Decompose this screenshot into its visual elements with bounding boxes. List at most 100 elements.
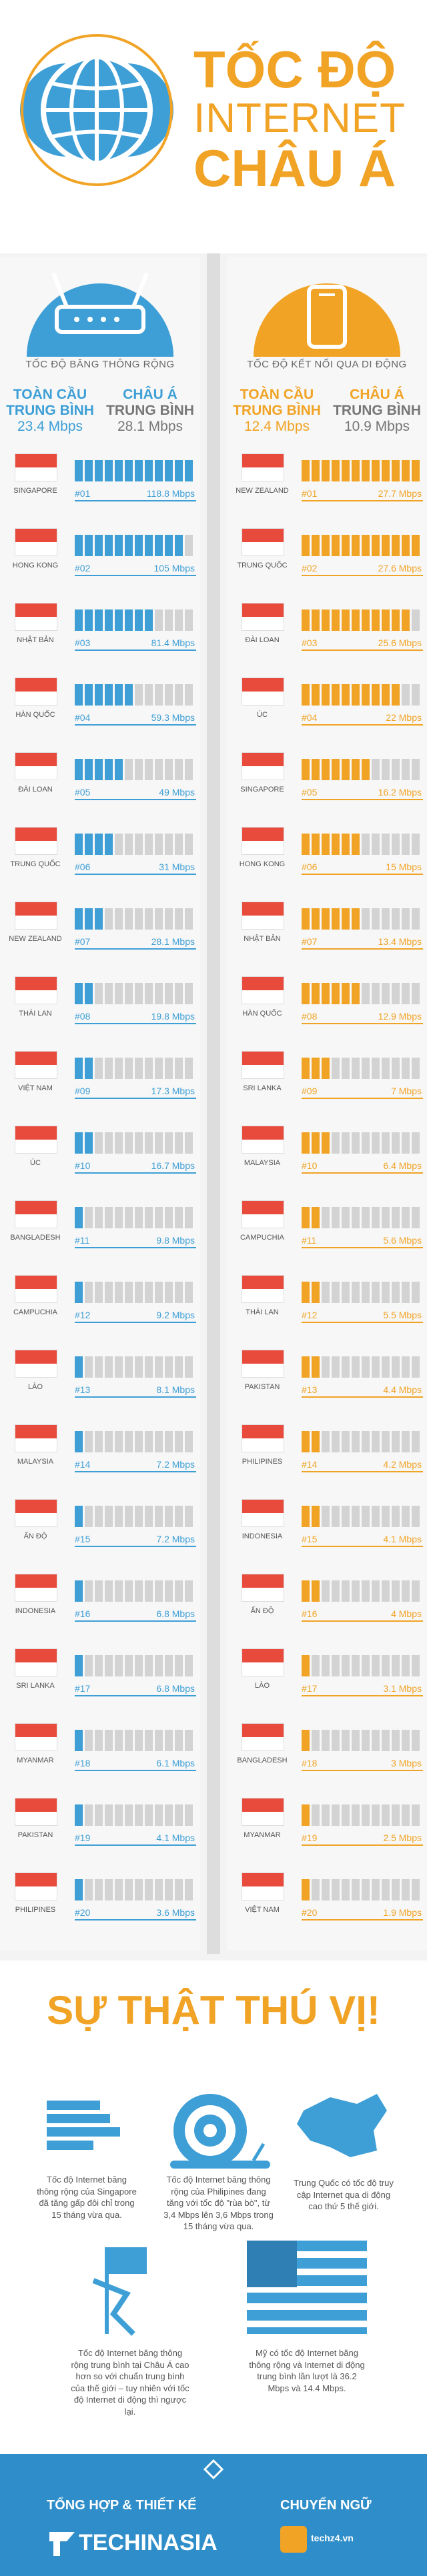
speed-bar-segment	[95, 759, 103, 780]
country-name: NHẬT BẢN	[244, 935, 281, 943]
speed-bar-segment	[95, 1804, 103, 1826]
speed-bar-segment	[135, 684, 143, 706]
row-underline	[302, 1172, 423, 1174]
row-underline	[75, 500, 196, 501]
country-name: ĐÀI LOAN	[245, 636, 280, 644]
center-divider	[207, 253, 220, 1954]
speed-bar	[302, 1132, 423, 1154]
speed-bar-segment	[322, 535, 330, 556]
speed-bar-segment	[75, 983, 83, 1004]
rank-label: #12	[75, 1310, 91, 1320]
ranking-row: VIỆT NAM #20 1.9 Mbps	[227, 1866, 427, 1939]
speed-bar	[75, 1506, 196, 1527]
speed-bar-segment	[145, 1804, 153, 1826]
rank-label: #08	[302, 1011, 318, 1022]
speed-bar-segment	[145, 1655, 153, 1676]
speed-bar-segment	[392, 1207, 400, 1228]
speed-bar-segment	[332, 1655, 340, 1676]
speed-bar-segment	[412, 535, 420, 556]
title-line-3: CHÂU Á	[193, 139, 396, 197]
speed-bar-segment	[362, 609, 370, 631]
speed-bar-segment	[362, 1058, 370, 1079]
speed-bar-segment	[412, 834, 420, 855]
speed-bar-segment	[125, 983, 133, 1004]
row-underline	[302, 1023, 423, 1024]
speed-bar-segment	[185, 1506, 193, 1527]
speed-bar-segment	[342, 1207, 350, 1228]
speed-bar-segment	[352, 1356, 360, 1378]
speed-bar	[75, 1431, 196, 1452]
speed-bar-segment	[342, 1655, 350, 1676]
speed-bar-segment	[125, 1879, 133, 1900]
speed-bar-segment	[165, 1879, 173, 1900]
country-name: ẤN ĐỘ	[23, 1532, 47, 1540]
speed-bar-segment	[342, 1431, 350, 1452]
row-underline	[75, 1396, 196, 1398]
speed-bar-segment	[125, 460, 133, 481]
country-flag-icon	[15, 1350, 57, 1378]
ranking-row: TRUNG QUỐC #02 27.6 Mbps	[227, 521, 427, 595]
row-underline	[302, 874, 423, 875]
speed-value: 49 Mbps	[159, 787, 195, 798]
speed-bar-segment	[352, 1207, 360, 1228]
country-name: BANGLADESH	[10, 1234, 61, 1242]
speed-bar-segment	[175, 684, 183, 706]
speed-bar-segment	[412, 684, 420, 706]
speed-bar	[75, 1879, 196, 1900]
speed-bar-segment	[135, 1132, 143, 1154]
country-name: HONG KONG	[12, 561, 59, 569]
speed-bar-segment	[332, 1431, 340, 1452]
rank-label: #14	[302, 1459, 318, 1470]
ranking-row: BANGLADESH #18 3 Mbps	[227, 1716, 427, 1790]
country-name: PAKISTAN	[244, 1383, 280, 1391]
ranking-row: HONG KONG #06 15 Mbps	[227, 820, 427, 894]
speed-bar-segment	[402, 1580, 410, 1602]
country-flag-icon	[15, 1723, 57, 1751]
speed-bar-segment	[382, 1356, 390, 1378]
rank-label: #05	[75, 787, 91, 798]
speed-bar-segment	[85, 1506, 93, 1527]
speed-bar-segment	[145, 1730, 153, 1751]
speed-bar-segment	[105, 1655, 113, 1676]
speed-bar	[302, 1506, 423, 1527]
speed-bar-segment	[85, 908, 93, 930]
speed-value: 12.9 Mbps	[378, 1011, 422, 1022]
country-flag-icon	[242, 1275, 284, 1303]
speed-bar-segment	[402, 1282, 410, 1303]
speed-bar-segment	[145, 609, 153, 631]
speed-bar-segment	[302, 1730, 310, 1751]
speed-bar-segment	[392, 1655, 400, 1676]
row-underline	[302, 1919, 423, 1920]
country-flag-icon	[15, 1126, 57, 1154]
rank-label: #01	[302, 488, 318, 499]
speed-bar-segment	[352, 759, 360, 780]
speed-bar-segment	[155, 1506, 163, 1527]
row-underline	[75, 1247, 196, 1248]
country-name: TRUNG QUỐC	[10, 860, 61, 868]
country-flag-icon	[15, 1499, 57, 1527]
speed-bar-segment	[412, 908, 420, 930]
speed-bar-segment	[332, 1282, 340, 1303]
row-underline	[302, 1396, 423, 1398]
country-flag-icon	[15, 752, 57, 780]
country-name: NEW ZEALAND	[9, 935, 62, 943]
country-name: INDONESIA	[242, 1532, 283, 1540]
asia-label-2: TRUNG BÌNH	[333, 403, 421, 419]
speed-bar-segment	[155, 1580, 163, 1602]
speed-bar-segment	[302, 759, 310, 780]
speed-value: 4.1 Mbps	[156, 1832, 195, 1843]
country-name: SINGAPORE	[240, 786, 284, 794]
speed-bar-segment	[95, 1132, 103, 1154]
speed-bar-segment	[145, 1207, 153, 1228]
speed-bar-segment	[362, 1207, 370, 1228]
speed-bar-segment	[95, 1655, 103, 1676]
speed-bar-segment	[155, 1207, 163, 1228]
country-flag-icon	[242, 1424, 284, 1452]
speed-bar-segment	[115, 1879, 123, 1900]
speed-bar-segment	[402, 1804, 410, 1826]
speed-bar-segment	[175, 834, 183, 855]
ranking-row: CAMPUCHIA #12 9.2 Mbps	[0, 1268, 200, 1342]
country-flag-icon	[242, 528, 284, 556]
china-map-icon	[297, 2094, 387, 2157]
speed-bar-segment	[135, 1282, 143, 1303]
